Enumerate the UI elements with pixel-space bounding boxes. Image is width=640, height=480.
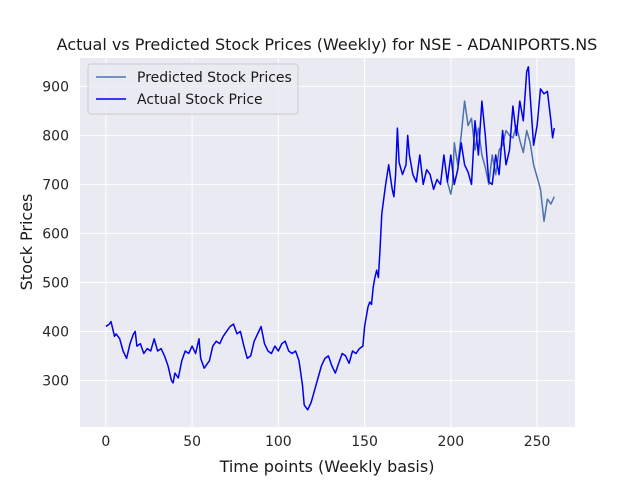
y-tick-label: 700 bbox=[42, 177, 69, 193]
y-tick-label: 800 bbox=[42, 128, 69, 144]
series-layer bbox=[105, 66, 556, 411]
y-tick-label: 400 bbox=[42, 324, 69, 340]
x-tick-label: 200 bbox=[437, 434, 464, 450]
legend-box bbox=[87, 63, 299, 115]
legend-label-predicted: Predicted Stock Prices bbox=[137, 70, 292, 86]
x-tick-label: 0 bbox=[101, 434, 110, 450]
y-tick-labels: 300 400 500 600 700 800 900 bbox=[42, 79, 69, 389]
x-tick-label: 100 bbox=[265, 434, 292, 450]
chart-title: Actual vs Predicted Stock Prices (Weekly… bbox=[57, 35, 598, 54]
series-line-predicted bbox=[446, 100, 555, 222]
x-tick-label: 250 bbox=[524, 434, 551, 450]
x-axis-label: Time points (Weekly basis) bbox=[219, 457, 435, 476]
y-tick-label: 900 bbox=[42, 79, 69, 95]
series-line-actual bbox=[105, 66, 556, 411]
y-tick-label: 600 bbox=[42, 226, 69, 242]
y-tick-label: 300 bbox=[42, 373, 69, 389]
legend-label-actual: Actual Stock Price bbox=[137, 92, 263, 108]
plot-background bbox=[80, 58, 575, 427]
y-tick-label: 500 bbox=[42, 275, 69, 291]
x-tick-label: 50 bbox=[183, 434, 201, 450]
x-tick-labels: 0 50 100 150 200 250 bbox=[101, 434, 550, 450]
legend: Predicted Stock Prices Actual Stock Pric… bbox=[87, 63, 299, 115]
y-axis-label: Stock Prices bbox=[17, 194, 36, 291]
x-tick-label: 150 bbox=[351, 434, 378, 450]
